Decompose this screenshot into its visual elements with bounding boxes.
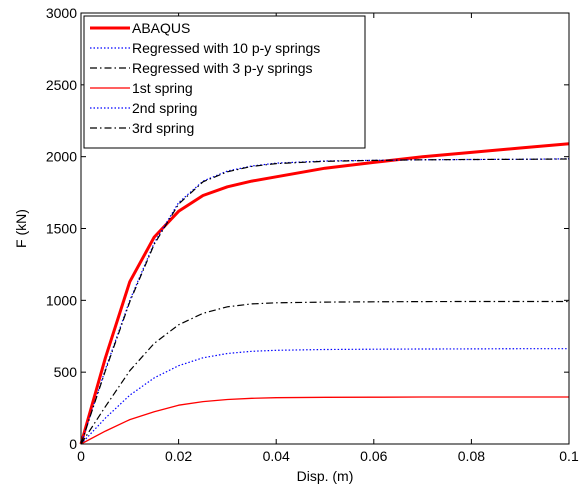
y-tick-label: 2500: [46, 77, 77, 93]
series-layer: [79, 142, 570, 445]
y-axis-label: F (kN): [13, 209, 29, 248]
legend-label: 3rd spring: [132, 120, 194, 136]
legend: ABAQUS Regressed with 10 p-y springs Regre…: [83, 15, 366, 149]
x-axis-label: Disp. (m): [297, 468, 354, 484]
x-tick-label: 0.06: [360, 448, 387, 464]
y-tick-label: 2000: [46, 149, 77, 165]
legend-label: Regressed with 3 p-y springs: [132, 60, 313, 76]
x-tick-label: 0: [77, 448, 85, 464]
series-line-6: [80, 300, 569, 445]
series-line-4: [80, 396, 569, 445]
axis-ticks: 0 0.02 0.04 0.06 0.08 0.1 0 500 1000 1500 2000 2500…: [46, 5, 579, 464]
legend-box: [83, 15, 366, 149]
y-tick-label: 1500: [46, 221, 77, 237]
x-tick-label: 0.04: [263, 448, 290, 464]
legend-label: ABAQUS: [132, 20, 190, 36]
plot-frame: [80, 12, 570, 445]
x-tick-label: 0.1: [559, 448, 579, 464]
y-tick-label: 0: [69, 436, 77, 452]
x-tick-label: 0.02: [165, 448, 192, 464]
legend-label: Regressed with 10 p-y springs: [132, 40, 320, 56]
x-tick-label: 0.08: [458, 448, 485, 464]
series-line-3: [80, 158, 570, 445]
y-tick-label: 3000: [46, 5, 77, 21]
y-tick-label: 1000: [46, 292, 77, 308]
y-tick-label: 500: [54, 364, 78, 380]
legend-label: 2nd spring: [132, 100, 197, 116]
series-line-2: [80, 158, 570, 445]
series-line-1: [79, 142, 570, 445]
legend-label: 1st spring: [132, 80, 193, 96]
